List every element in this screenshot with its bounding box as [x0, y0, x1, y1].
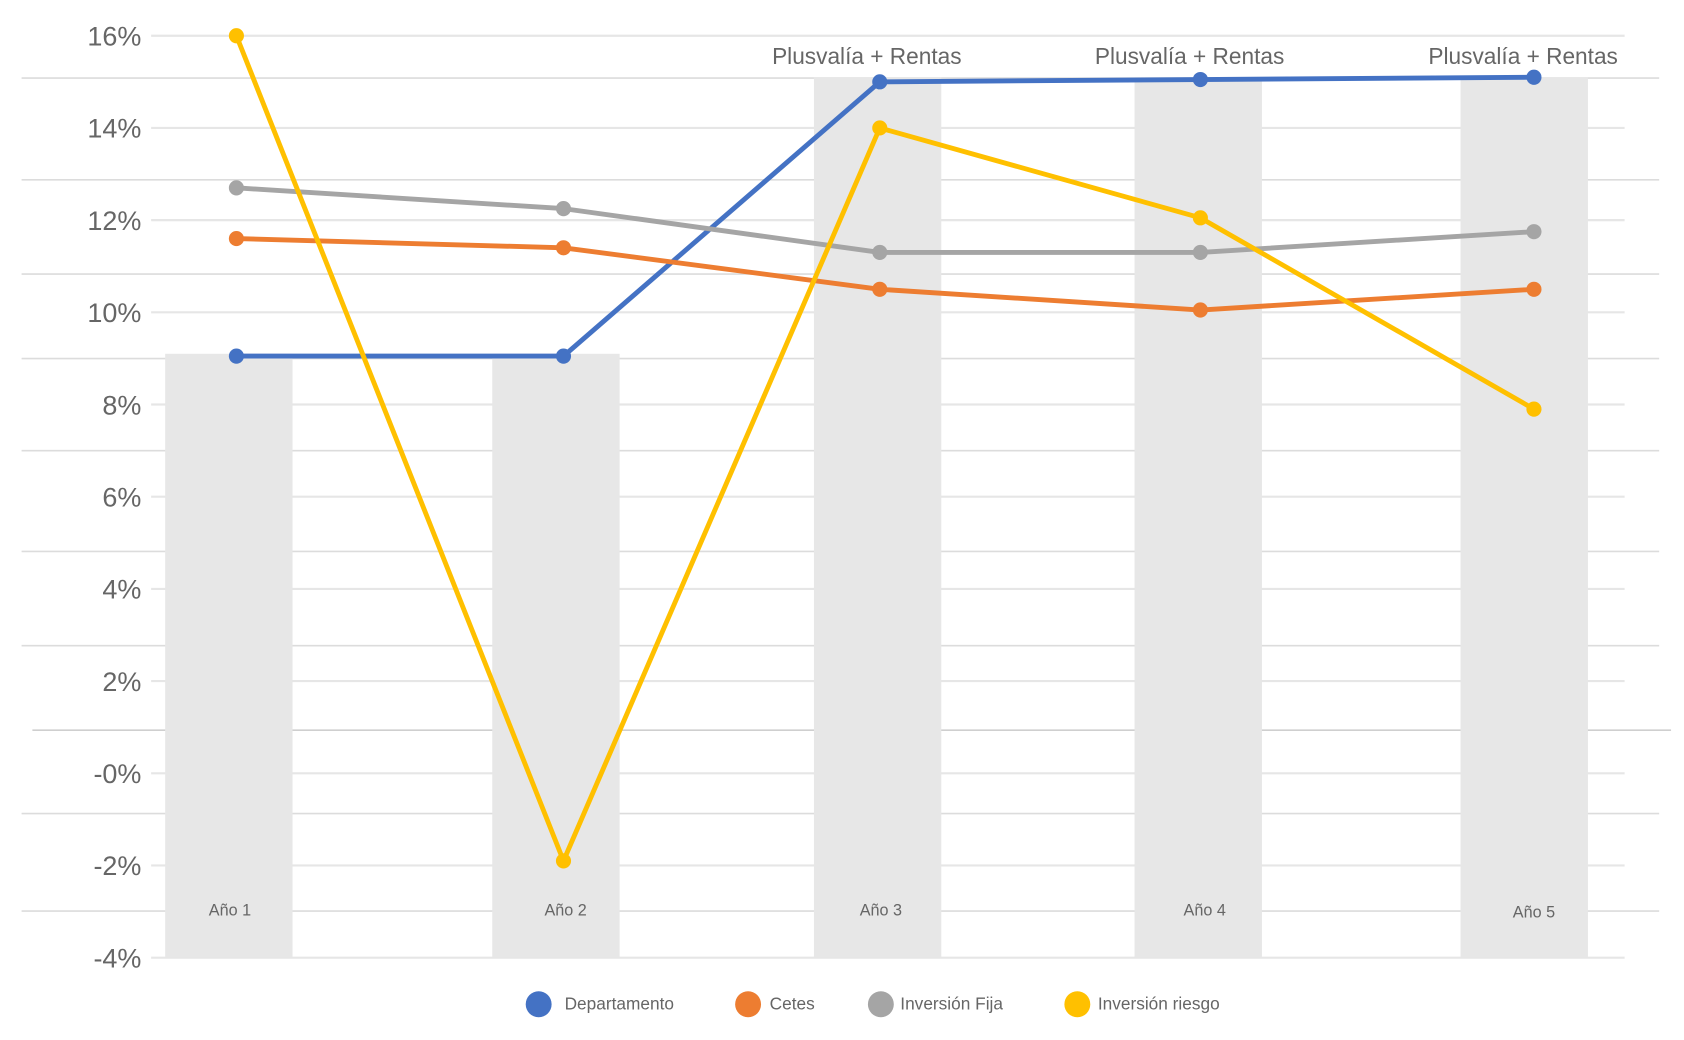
data-point — [228, 230, 244, 247]
data-point — [872, 74, 888, 90]
y-tick-label: 14% — [87, 114, 141, 144]
data-point — [872, 120, 888, 136]
legend-marker-icon — [735, 991, 762, 1018]
x-tick-label: Año 3 — [860, 901, 902, 919]
y-tick-label: 4% — [102, 575, 141, 605]
bar-5 — [1460, 77, 1588, 958]
data-point — [1526, 401, 1542, 417]
y-tick-label: -0% — [93, 759, 141, 789]
y-tick-label: 2% — [102, 667, 141, 697]
data-point — [1192, 244, 1208, 260]
bar-3 — [813, 77, 942, 958]
series-lines — [228, 28, 1542, 869]
legend-label: Inversión riesgo — [1098, 994, 1220, 1014]
legend-label: Inversión Fija — [900, 994, 1003, 1014]
bars — [165, 77, 1588, 958]
y-tick-label: 12% — [87, 206, 141, 236]
data-point — [228, 348, 244, 364]
annotation-label: Plusvalía + Rentas — [1428, 43, 1617, 69]
y-tick-label: -2% — [93, 851, 141, 881]
y-tick-label: 10% — [87, 298, 141, 328]
x-tick-label: Año 4 — [1184, 901, 1226, 919]
data-point — [1192, 210, 1208, 226]
bar-2 — [492, 353, 620, 958]
bar-4 — [1134, 77, 1262, 958]
annotations: Plusvalía + Rentas Plusvalía + Rentas Plus… — [772, 43, 1618, 69]
x-tick-label: Año 2 — [544, 901, 586, 919]
data-point — [555, 201, 572, 217]
y-tick-label: -4% — [93, 943, 141, 973]
legend-label: Cetes — [770, 994, 815, 1014]
data-point — [228, 28, 244, 44]
data-point — [1526, 224, 1542, 240]
data-point — [1526, 69, 1542, 85]
legend: Departamento Cetes Inversión Fija Inversión… — [525, 991, 1220, 1018]
data-point — [872, 244, 888, 260]
data-point — [228, 180, 244, 196]
legend-marker-icon — [867, 991, 894, 1018]
legend-label: Departamento — [565, 994, 674, 1014]
annotation-label: Plusvalía + Rentas — [772, 43, 961, 69]
data-point — [555, 348, 572, 364]
data-point — [1526, 281, 1542, 297]
x-tick-label: Año 1 — [209, 901, 251, 919]
x-tick-label: Año 5 — [1513, 904, 1555, 922]
legend-marker-icon — [525, 991, 552, 1018]
data-point — [555, 240, 572, 256]
y-tick-label: 8% — [102, 390, 141, 420]
annotation-label: Plusvalía + Rentas — [1095, 43, 1284, 69]
y-tick-label: 6% — [102, 482, 141, 512]
y-tick-label: 16% — [87, 21, 141, 51]
bar-1 — [165, 353, 293, 958]
data-point — [1192, 71, 1208, 88]
legend-marker-icon — [1064, 991, 1091, 1018]
data-point — [1192, 302, 1208, 318]
y-axis-ticks: -4% -2% -0% 2% 4% 6% 8% 10% 12% 14% 16% — [87, 21, 141, 973]
data-point — [872, 281, 888, 297]
x-axis-ticks: Año 1 Año 2 Año 3 Año 4 Año 5 — [209, 901, 1555, 921]
data-point — [555, 853, 572, 869]
